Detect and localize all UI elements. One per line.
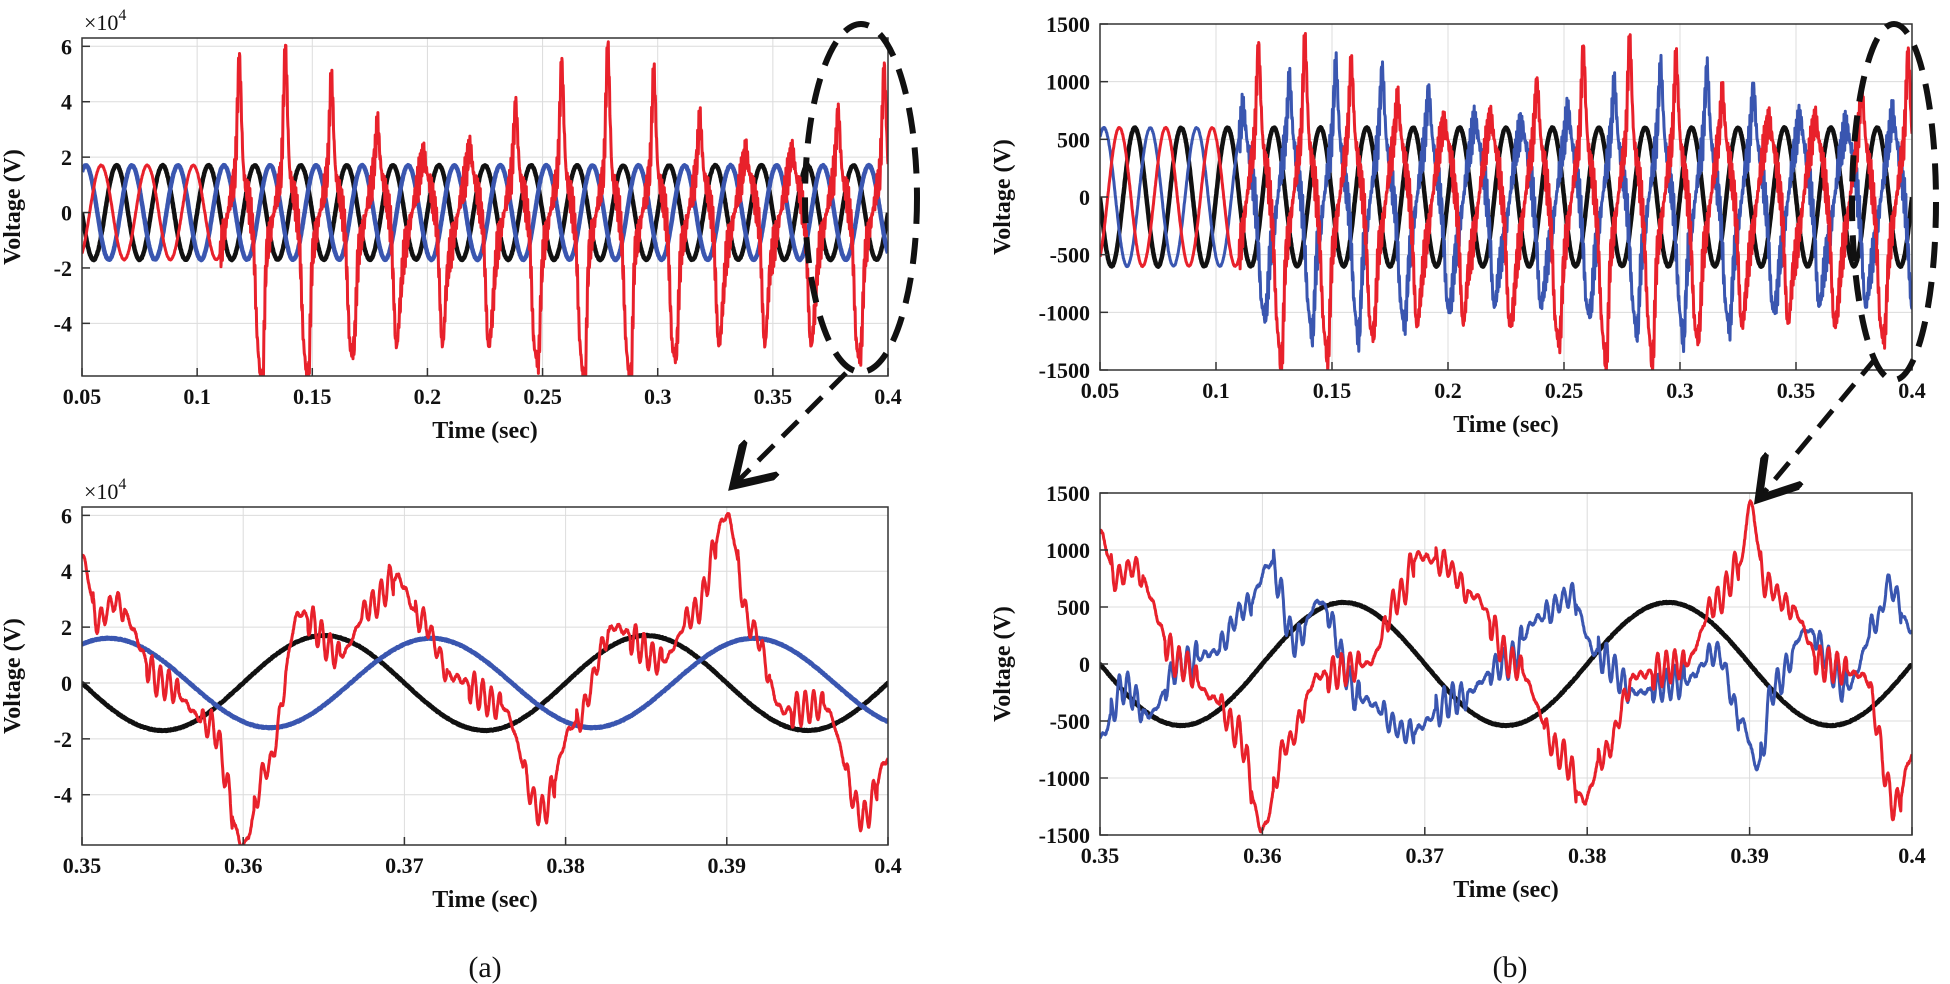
y-tick-label: -1500 <box>1039 823 1090 848</box>
x-tick-label: 0.39 <box>1730 843 1769 868</box>
x-tick-label: 0.4 <box>1898 843 1926 868</box>
x-tick-label: 0.3 <box>644 384 672 409</box>
y-tick-label: -1000 <box>1039 766 1090 791</box>
y-tick-label: 4 <box>61 90 72 115</box>
y-tick-label: -1500 <box>1039 358 1090 383</box>
plot-frame <box>81 37 889 377</box>
series-line-2 <box>1100 499 1912 834</box>
series-line-2 <box>82 512 888 845</box>
series-line-2 <box>82 40 888 376</box>
y-axis-label: Voltage (V) <box>990 606 1016 722</box>
x-tick-label: 0.2 <box>414 384 442 409</box>
x-tick-label: 0.4 <box>874 384 902 409</box>
zoom-arrow-a <box>737 371 848 482</box>
zoom-ellipse-b <box>1849 21 1939 383</box>
y-tick-label: -2 <box>54 727 72 752</box>
x-tick-label: 0.15 <box>1313 378 1352 403</box>
y-tick-label: -4 <box>54 311 72 336</box>
y-tick-label: 0 <box>1079 652 1090 677</box>
x-tick-label: 0.38 <box>546 853 585 878</box>
x-tick-label: 0.35 <box>1777 378 1816 403</box>
y-tick-label: 2 <box>61 145 72 170</box>
series-line-2 <box>1100 32 1912 370</box>
x-tick-label: 0.1 <box>183 384 211 409</box>
y-tick-label: -4 <box>54 783 72 808</box>
x-tick-label: 0.05 <box>63 384 102 409</box>
x-tick-label: 0.35 <box>1081 843 1120 868</box>
panel-a-top: 0.05 0.1 0.15 0.2 0.25 0.3 0.35 0.4 -4 -2 0 2 4 6 Time… <box>0 7 902 444</box>
y-tick-label: 1500 <box>1046 12 1090 37</box>
y-tick-label: 0 <box>61 201 72 226</box>
y-tick-label: 0 <box>61 671 72 696</box>
x-axis-label: Time (sec) <box>432 887 538 913</box>
plot-frame <box>81 506 889 846</box>
x-tick-label: 0.3 <box>1666 378 1694 403</box>
x-tick-label: 0.15 <box>293 384 332 409</box>
x-tick-label: 0.1 <box>1202 378 1230 403</box>
x-tick-label: 0.37 <box>1406 843 1445 868</box>
x-tick-label: 0.38 <box>1568 843 1607 868</box>
axis-multiplier: ×104 <box>84 7 126 35</box>
x-tick-label: 0.37 <box>385 853 424 878</box>
x-tick-label: 0.35 <box>754 384 793 409</box>
x-tick-label: 0.25 <box>1545 378 1584 403</box>
y-tick-label: -2 <box>54 256 72 281</box>
caption-b: (b) <box>1493 951 1528 984</box>
y-tick-label: 6 <box>61 503 72 528</box>
x-tick-label: 0.4 <box>1898 378 1926 403</box>
x-tick-label: 0.4 <box>874 853 902 878</box>
y-tick-label: 4 <box>61 559 72 584</box>
y-tick-label: -1000 <box>1039 300 1090 325</box>
y-tick-label: -500 <box>1050 243 1090 268</box>
y-axis-label: Voltage (V) <box>990 139 1016 255</box>
x-axis-label: Time (sec) <box>432 418 538 444</box>
caption-a: (a) <box>468 951 501 984</box>
x-tick-label: 0.36 <box>1243 843 1282 868</box>
y-tick-label: 1000 <box>1046 538 1090 563</box>
x-tick-label: 0.35 <box>63 853 102 878</box>
y-tick-label: 500 <box>1057 127 1090 152</box>
y-tick-label: 2 <box>61 615 72 640</box>
x-tick-label: 0.05 <box>1081 378 1120 403</box>
y-tick-label: 6 <box>61 34 72 59</box>
y-axis-label: Voltage (V) <box>0 149 26 265</box>
y-tick-label: 1500 <box>1046 481 1090 506</box>
zoom-arrow-b <box>1762 356 1878 495</box>
y-axis-label: Voltage (V) <box>0 618 26 734</box>
panel-b-top: 0.05 0.1 0.15 0.2 0.25 0.3 0.35 0.4 -1500 -1000 -5… <box>990 12 1926 438</box>
panel-b-bottom: 0.35 0.36 0.37 0.38 0.39 0.4 -1500 -1000 -500 0 50… <box>990 481 1926 903</box>
y-tick-label: 1000 <box>1046 70 1090 95</box>
panel-a-bottom: 0.35 0.36 0.37 0.38 0.39 0.4 -4 -2 0 2 4 6 Time (sec… <box>0 476 902 913</box>
axis-multiplier: ×104 <box>84 476 126 504</box>
series-line-1 <box>82 635 888 731</box>
x-tick-label: 0.25 <box>523 384 562 409</box>
y-tick-label: -500 <box>1050 709 1090 734</box>
y-tick-label: 500 <box>1057 595 1090 620</box>
x-axis-label: Time (sec) <box>1453 877 1559 903</box>
x-axis-label: Time (sec) <box>1453 412 1559 438</box>
y-tick-label: 0 <box>1079 185 1090 210</box>
series-line-0 <box>1100 599 1912 729</box>
x-tick-label: 0.36 <box>224 853 263 878</box>
x-tick-label: 0.2 <box>1434 378 1462 403</box>
zoom-ellipse-a <box>802 21 920 375</box>
x-tick-label: 0.39 <box>708 853 747 878</box>
